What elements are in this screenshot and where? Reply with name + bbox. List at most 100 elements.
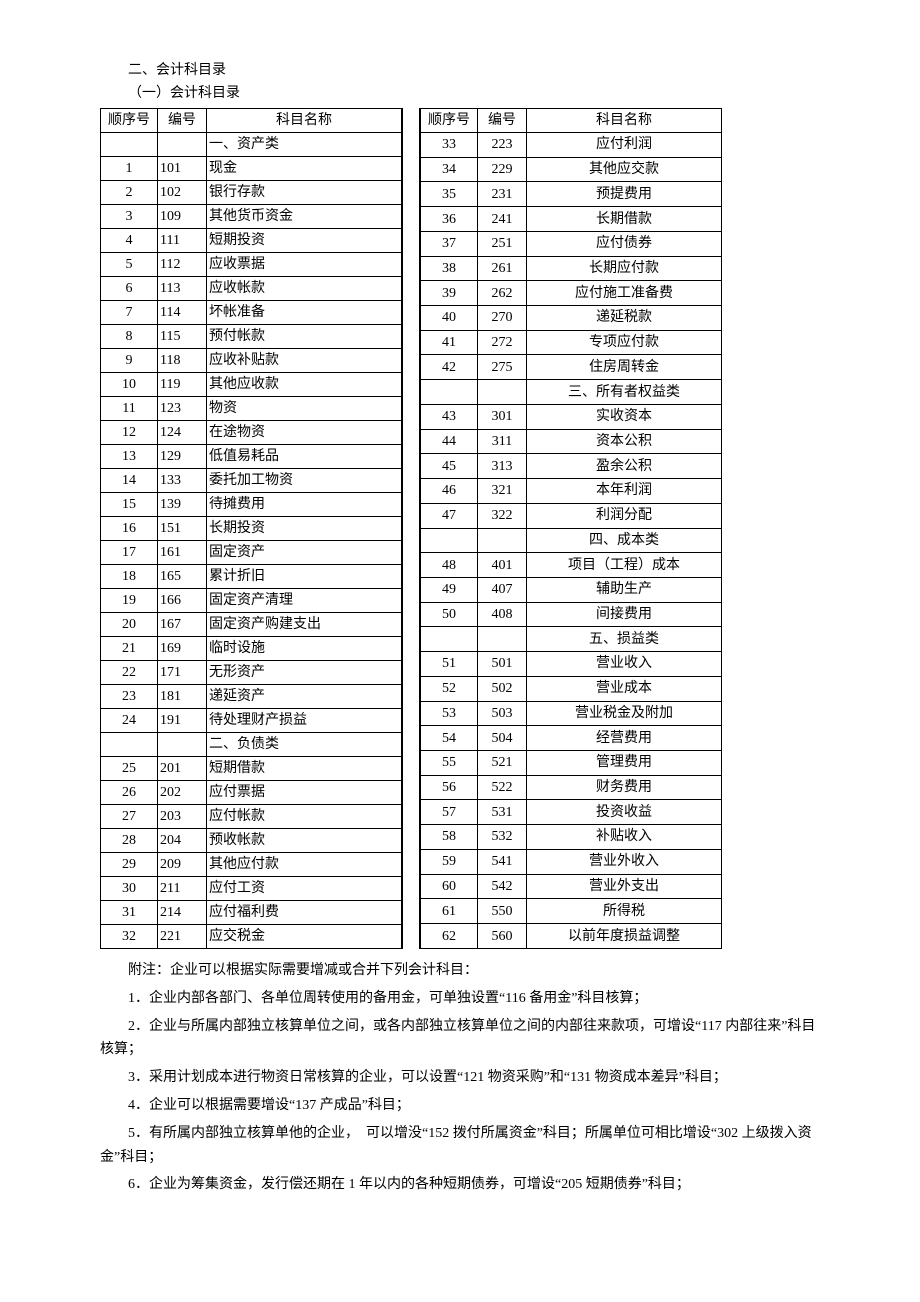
cell-seq <box>421 627 478 652</box>
table-row: 9118应收补贴款 <box>101 349 402 373</box>
cell-seq: 24 <box>101 709 158 733</box>
cell-name: 三、所有者权益类 <box>527 380 722 405</box>
cell-seq: 5 <box>101 253 158 277</box>
table-row: 50408间接费用 <box>421 602 722 627</box>
cell-seq: 10 <box>101 373 158 397</box>
cell-name: 现金 <box>207 157 402 181</box>
table-row: 57531投资收益 <box>421 800 722 825</box>
table-row: 27203应付帐款 <box>101 805 402 829</box>
cell-seq: 42 <box>421 355 478 380</box>
cell-code: 171 <box>158 661 207 685</box>
cell-code: 129 <box>158 445 207 469</box>
cell-seq: 47 <box>421 503 478 528</box>
cell-code: 139 <box>158 493 207 517</box>
cell-name: 短期投资 <box>207 229 402 253</box>
table-row: 61550所得税 <box>421 899 722 924</box>
table-row: 31214应付福利费 <box>101 901 402 925</box>
table-row: 40270递延税款 <box>421 306 722 331</box>
cell-seq: 12 <box>101 421 158 445</box>
note-line: 4．企业可以根据需要增设“137 产成品”科目； <box>100 1094 820 1118</box>
cell-seq: 49 <box>421 577 478 602</box>
notes-section: 附注：企业可以根据实际需要增减或合并下列会计科目： 1．企业内部各部门、各单位周转… <box>100 959 820 1197</box>
table-row: 13129低值易耗品 <box>101 445 402 469</box>
section-subheading: （一）会计科目录 <box>100 83 820 104</box>
table-row: 43301实收资本 <box>421 404 722 429</box>
note-line: 附注：企业可以根据实际需要增减或合并下列会计科目： <box>100 959 820 983</box>
cell-code: 270 <box>478 306 527 331</box>
cell-code: 119 <box>158 373 207 397</box>
table-row: 24191待处理财产损益 <box>101 709 402 733</box>
cell-code: 504 <box>478 726 527 751</box>
table-row: 2102银行存款 <box>101 181 402 205</box>
cell-seq: 56 <box>421 775 478 800</box>
cell-seq: 52 <box>421 676 478 701</box>
cell-seq: 13 <box>101 445 158 469</box>
table-row: 62560以前年度损益调整 <box>421 924 722 949</box>
account-table-left: 顺序号 编号 科目名称 一、资产类1101现金2102银行存款3109其他货币资… <box>100 108 402 949</box>
cell-name: 银行存款 <box>207 181 402 205</box>
cell-name: 无形资产 <box>207 661 402 685</box>
table-row: 54504经营费用 <box>421 726 722 751</box>
cell-code: 311 <box>478 429 527 454</box>
cell-name: 预提费用 <box>527 182 722 207</box>
table-row: 19166固定资产清理 <box>101 589 402 613</box>
cell-seq: 43 <box>421 404 478 429</box>
cell-code <box>158 133 207 157</box>
table-row: 4111短期投资 <box>101 229 402 253</box>
cell-seq <box>421 528 478 553</box>
cell-seq: 4 <box>101 229 158 253</box>
cell-code: 241 <box>478 207 527 232</box>
cell-seq: 27 <box>101 805 158 829</box>
cell-name: 递延资产 <box>207 685 402 709</box>
cell-name: 营业成本 <box>527 676 722 701</box>
cell-code: 541 <box>478 849 527 874</box>
cell-code: 521 <box>478 750 527 775</box>
cell-code: 209 <box>158 853 207 877</box>
cell-name: 辅助生产 <box>527 577 722 602</box>
cell-seq: 33 <box>421 133 478 158</box>
table-row: 6113应收帐款 <box>101 277 402 301</box>
table-row: 46321本年利润 <box>421 479 722 504</box>
account-tables: 顺序号 编号 科目名称 一、资产类1101现金2102银行存款3109其他货币资… <box>100 108 820 949</box>
note-line: 6．企业为筹集资金，发行偿还期在 1 年以内的各种短期债券，可增设“205 短期… <box>100 1173 820 1197</box>
cell-code: 169 <box>158 637 207 661</box>
cell-code: 502 <box>478 676 527 701</box>
cell-code: 202 <box>158 781 207 805</box>
cell-seq: 60 <box>421 874 478 899</box>
cell-name: 坏帐准备 <box>207 301 402 325</box>
cell-seq <box>101 133 158 157</box>
table-spacer <box>402 108 420 949</box>
table-row: 34229其他应交款 <box>421 157 722 182</box>
cell-name: 以前年度损益调整 <box>527 924 722 949</box>
cell-code: 167 <box>158 613 207 637</box>
cell-seq: 19 <box>101 589 158 613</box>
cell-name: 待摊费用 <box>207 493 402 517</box>
cell-seq <box>421 380 478 405</box>
cell-code: 166 <box>158 589 207 613</box>
cell-code <box>478 380 527 405</box>
cell-seq: 25 <box>101 757 158 781</box>
cell-code: 272 <box>478 330 527 355</box>
cell-seq: 1 <box>101 157 158 181</box>
cell-name: 应收票据 <box>207 253 402 277</box>
cell-seq <box>101 733 158 757</box>
table-row: 59541营业外收入 <box>421 849 722 874</box>
table-row: 39262应付施工准备费 <box>421 281 722 306</box>
cell-code <box>478 627 527 652</box>
cell-name: 项目（工程）成本 <box>527 553 722 578</box>
cell-name: 经营费用 <box>527 726 722 751</box>
cell-name: 固定资产 <box>207 541 402 565</box>
note-line: 1．企业内部各部门、各单位周转使用的备用金，可单独设置“116 备用金”科目核算… <box>100 987 820 1011</box>
cell-name: 所得税 <box>527 899 722 924</box>
cell-seq: 6 <box>101 277 158 301</box>
table-row: 55521管理费用 <box>421 750 722 775</box>
cell-code: 542 <box>478 874 527 899</box>
table-row: 22171无形资产 <box>101 661 402 685</box>
table-row: 23181递延资产 <box>101 685 402 709</box>
cell-code: 115 <box>158 325 207 349</box>
cell-name: 应付施工准备费 <box>527 281 722 306</box>
cell-seq: 3 <box>101 205 158 229</box>
cell-code: 111 <box>158 229 207 253</box>
cell-code <box>158 733 207 757</box>
table-row: 8115预付帐款 <box>101 325 402 349</box>
